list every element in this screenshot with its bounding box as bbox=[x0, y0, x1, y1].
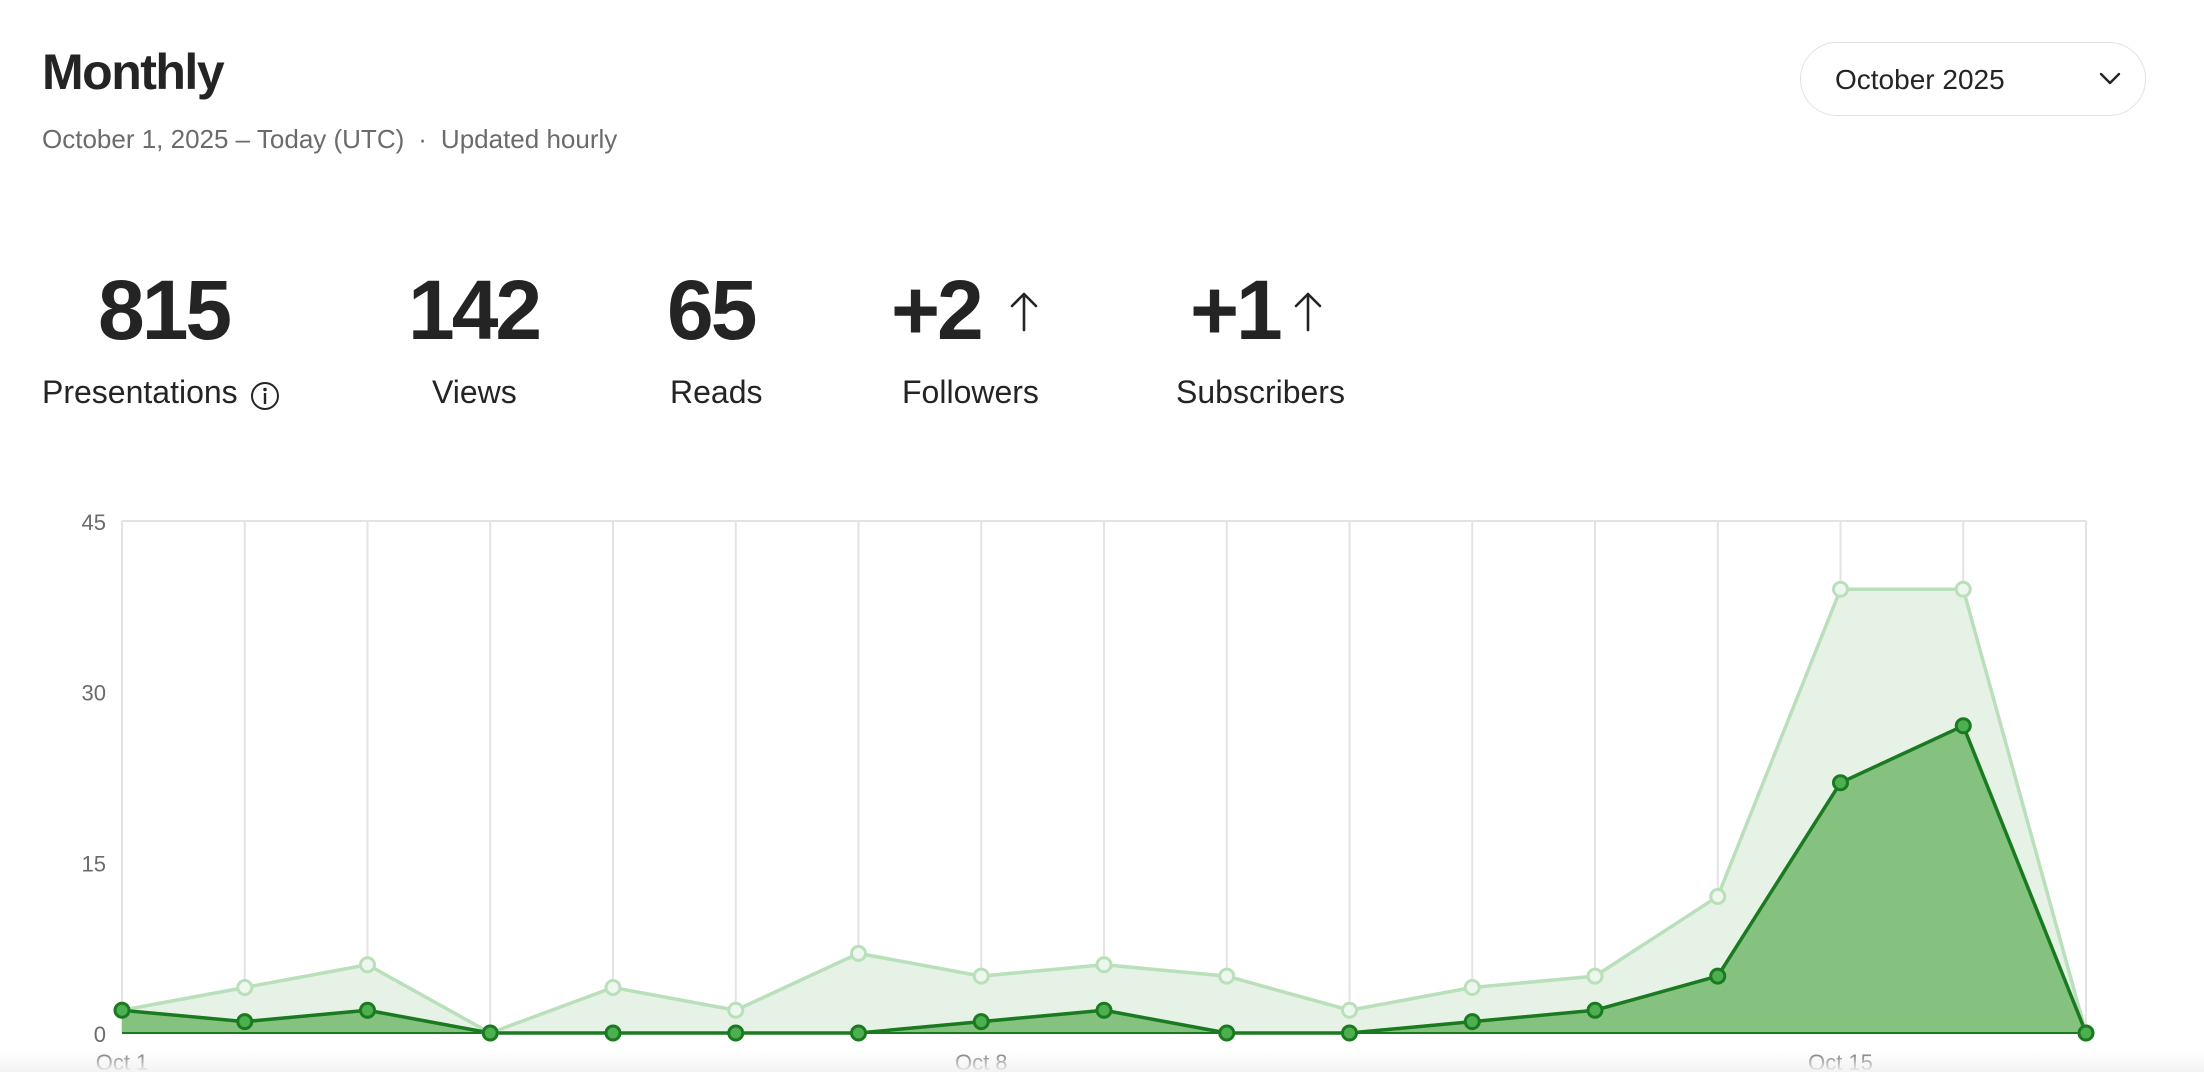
info-icon[interactable] bbox=[249, 380, 281, 412]
stat-views: 142 Views bbox=[400, 262, 600, 422]
area-chart: 0153045Oct 1Oct 8Oct 15 bbox=[82, 510, 2095, 1072]
stat-value: 142 bbox=[408, 263, 542, 357]
data-point-reads bbox=[1095, 1001, 1113, 1019]
data-point-views bbox=[850, 944, 867, 962]
stat-value: 65 bbox=[667, 263, 757, 357]
data-point-views bbox=[236, 978, 254, 996]
arrow-up-icon bbox=[1010, 292, 1038, 332]
data-point-views bbox=[1218, 967, 1236, 985]
stat-subscribers: +1 Subscribers bbox=[1170, 262, 1390, 422]
data-point-reads bbox=[727, 1024, 745, 1042]
data-point-views bbox=[1095, 956, 1113, 974]
y-tick-label: 0 bbox=[94, 1022, 106, 1047]
data-point-reads bbox=[1463, 1013, 1481, 1031]
stat-label: Presentations bbox=[42, 374, 238, 410]
data-point-views bbox=[1709, 887, 1727, 905]
data-point-reads bbox=[850, 1024, 867, 1042]
y-tick-label: 45 bbox=[82, 510, 106, 535]
data-point-reads bbox=[1709, 967, 1727, 985]
data-point-views bbox=[1463, 978, 1481, 996]
scroll-edge bbox=[0, 1050, 2204, 1072]
data-point-reads bbox=[1954, 717, 1972, 735]
arrow-up-icon bbox=[1294, 292, 1322, 332]
data-point-views bbox=[1832, 580, 1849, 598]
data-point-views bbox=[1341, 1001, 1358, 1019]
date-range-subtitle: October 1, 2025 – Today (UTC) · Updated ho… bbox=[42, 122, 617, 156]
date-range: October 1, 2025 – Today (UTC) bbox=[42, 124, 405, 154]
y-tick-label: 30 bbox=[82, 681, 106, 706]
data-point-views bbox=[1954, 580, 1972, 598]
data-point-views bbox=[359, 956, 376, 974]
stat-presentations: 815 Presentations bbox=[0, 262, 300, 422]
data-point-reads bbox=[2077, 1024, 2095, 1042]
data-point-reads bbox=[236, 1013, 254, 1031]
y-tick-label: 15 bbox=[82, 851, 106, 876]
data-point-reads bbox=[972, 1013, 990, 1031]
stat-followers: +2 Followers bbox=[880, 262, 1080, 422]
stat-value: 815 bbox=[98, 263, 232, 357]
data-point-reads bbox=[1586, 1001, 1604, 1019]
separator-dot: · bbox=[418, 124, 427, 154]
data-point-reads bbox=[1341, 1024, 1358, 1042]
month-dropdown[interactable]: October 2025 bbox=[1800, 42, 2146, 116]
data-point-views bbox=[972, 967, 990, 985]
data-point-views bbox=[727, 1001, 745, 1019]
month-dropdown-value: October 2025 bbox=[1835, 64, 2005, 95]
stat-value: +2 bbox=[891, 263, 984, 357]
data-point-reads bbox=[604, 1024, 622, 1042]
data-point-reads bbox=[481, 1024, 499, 1042]
stat-reads: 65 Reads bbox=[660, 262, 820, 422]
data-point-reads bbox=[1832, 774, 1849, 792]
stat-value: +1 bbox=[1190, 263, 1283, 357]
data-point-reads bbox=[113, 1001, 131, 1019]
stat-label: Followers bbox=[902, 374, 1039, 410]
chevron-down-icon bbox=[2099, 72, 2121, 85]
stat-label: Subscribers bbox=[1176, 374, 1345, 410]
stat-label: Reads bbox=[670, 374, 763, 410]
data-point-reads bbox=[359, 1001, 376, 1019]
data-point-reads bbox=[1218, 1024, 1236, 1042]
stat-label: Views bbox=[432, 374, 517, 410]
page-title: Monthly bbox=[42, 44, 225, 100]
data-point-views bbox=[604, 978, 622, 996]
data-point-views bbox=[1586, 967, 1604, 985]
update-frequency: Updated hourly bbox=[440, 124, 618, 154]
stats-chart: 0153045Oct 1Oct 8Oct 15 bbox=[0, 500, 2204, 1072]
series-area-reads bbox=[122, 725, 2086, 1033]
